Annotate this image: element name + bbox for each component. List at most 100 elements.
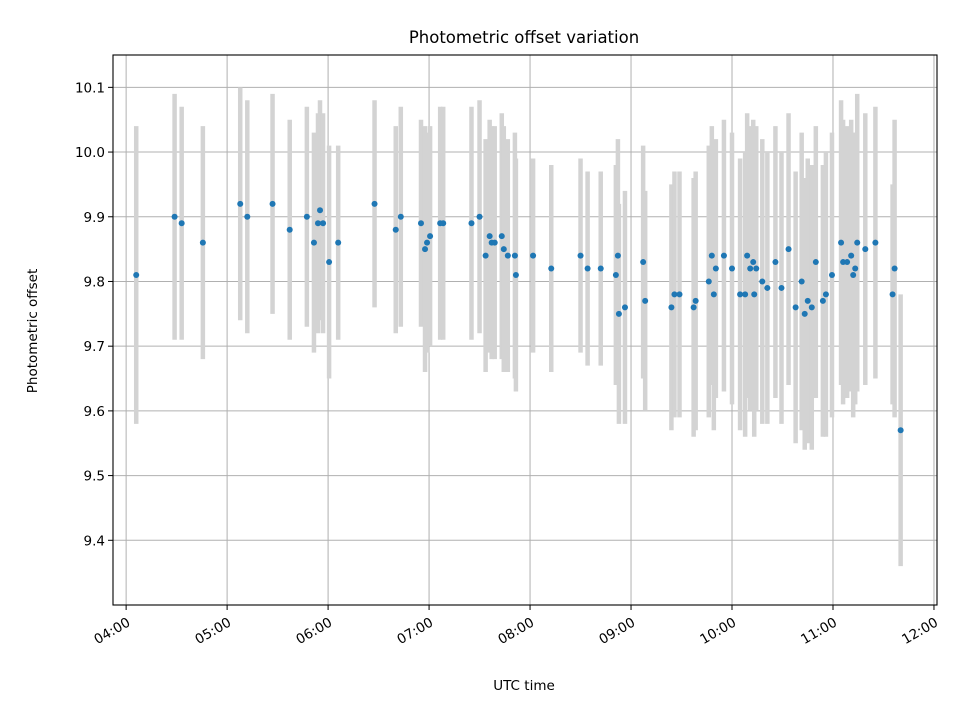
data-point [676, 291, 683, 298]
y-tick-label: 9.9 [84, 210, 105, 226]
data-point [512, 272, 519, 278]
data-point [854, 239, 861, 246]
data-point [392, 226, 399, 233]
data-point [668, 304, 675, 311]
data-point [511, 252, 518, 259]
data-point [269, 200, 276, 207]
data-point [424, 239, 431, 246]
data-point [237, 200, 244, 207]
data-point [577, 252, 584, 259]
data-point [500, 246, 507, 253]
x-tick-label: 06:00 [293, 615, 335, 648]
data-point [335, 239, 342, 246]
data-point [615, 310, 622, 317]
x-tick-label: 12:00 [899, 615, 941, 648]
chart-title: Photometric offset variation [409, 28, 639, 47]
data-point [498, 233, 505, 240]
data-point [427, 233, 434, 240]
x-tick-label: 11:00 [798, 615, 840, 648]
data-point [742, 291, 749, 298]
data-point [371, 200, 378, 207]
x-tick-label: 08:00 [495, 615, 537, 648]
data-point [737, 291, 744, 298]
data-point [801, 310, 808, 317]
data-point [642, 297, 649, 304]
data-point [753, 265, 760, 272]
data-point [897, 427, 904, 434]
data-point [848, 252, 855, 259]
x-tick-label: 04:00 [91, 615, 133, 648]
data-point [750, 259, 757, 266]
data-point [422, 246, 429, 253]
data-point [729, 265, 736, 272]
data-point [822, 291, 829, 298]
data-point [171, 213, 178, 220]
data-point [828, 272, 835, 278]
data-point [852, 265, 859, 272]
x-tick-label: 10:00 [697, 615, 739, 648]
y-tick-label: 10.0 [75, 145, 105, 161]
data-point [751, 291, 758, 298]
data-point [320, 220, 327, 227]
x-tick-label: 07:00 [394, 615, 436, 648]
data-point [862, 246, 869, 253]
data-point [310, 239, 317, 246]
data-point [326, 259, 333, 266]
x-tick-label: 09:00 [596, 615, 638, 648]
data-point [133, 272, 140, 278]
data-point [671, 291, 678, 298]
data-point [808, 304, 815, 311]
y-tick-label: 10.1 [75, 80, 105, 96]
data-point [314, 220, 321, 227]
data-point [785, 246, 792, 253]
data-point [891, 265, 898, 272]
data-point [640, 259, 647, 266]
data-point [491, 239, 498, 246]
data-point [286, 226, 293, 233]
y-axis-label: Photometric offset [25, 269, 41, 393]
data-point [798, 278, 805, 285]
data-point [504, 252, 511, 259]
y-tick-label: 9.8 [84, 274, 105, 290]
data-point [804, 297, 811, 304]
x-axis-label: UTC time [493, 678, 555, 694]
data-point [178, 220, 185, 227]
data-point [244, 213, 251, 220]
data-points [133, 200, 904, 434]
data-point [486, 233, 493, 240]
y-tick-label: 9.7 [84, 339, 105, 355]
data-point [720, 252, 727, 259]
data-point [744, 252, 751, 259]
error-bars [133, 87, 903, 567]
data-point [621, 304, 628, 311]
data-point [440, 220, 447, 227]
data-point [872, 239, 879, 246]
y-tick-label: 9.5 [84, 469, 105, 485]
data-point [708, 252, 715, 259]
data-point [317, 207, 324, 214]
data-point [792, 304, 799, 311]
data-point [712, 265, 719, 272]
data-point [468, 220, 475, 227]
data-point [548, 265, 555, 272]
data-point [705, 278, 712, 285]
data-point [844, 259, 851, 266]
data-point [530, 252, 537, 259]
y-tick-label: 9.6 [84, 404, 105, 420]
data-point [838, 239, 845, 246]
data-point [812, 259, 819, 266]
data-point [692, 297, 699, 304]
data-point [584, 265, 591, 272]
data-point [772, 259, 779, 266]
data-point [614, 252, 621, 259]
y-tick-label: 9.4 [84, 533, 105, 549]
data-point [764, 284, 771, 291]
data-point [778, 284, 785, 291]
data-point [417, 220, 424, 227]
data-point [747, 265, 754, 272]
x-tick-label: 05:00 [192, 615, 234, 648]
data-point [303, 213, 310, 220]
data-point [612, 272, 619, 278]
data-point [482, 252, 489, 259]
